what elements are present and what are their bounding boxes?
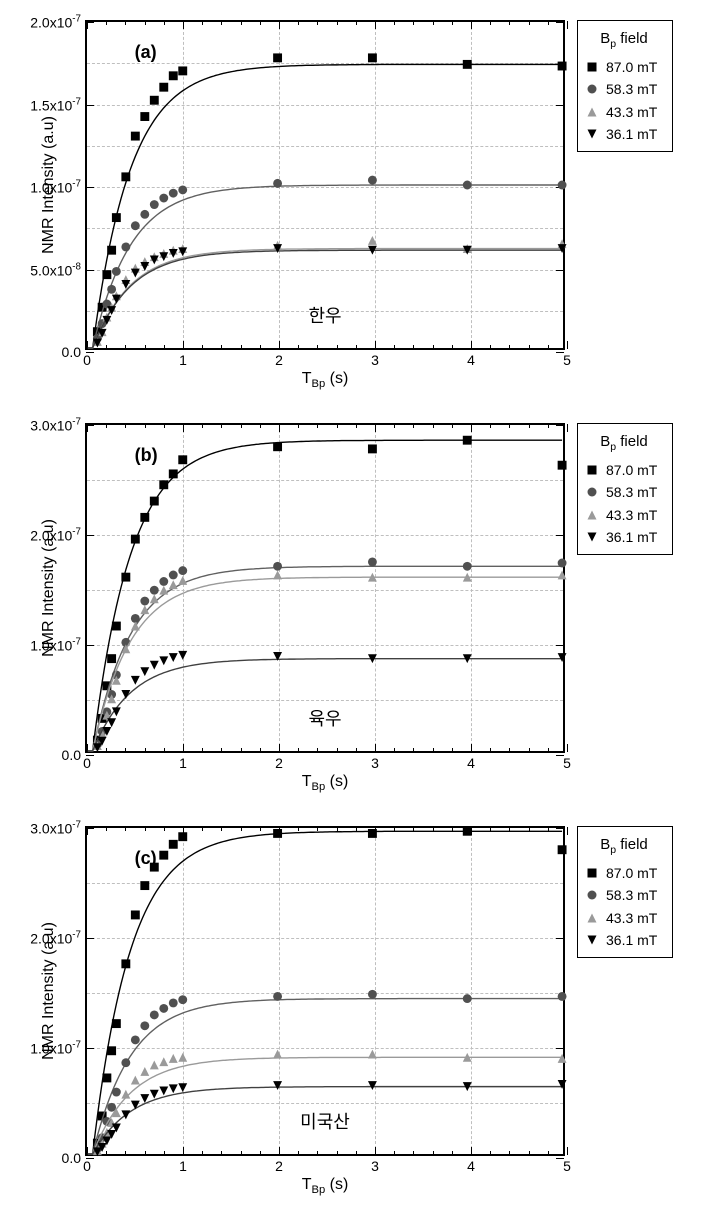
xtick-label: 0	[83, 1158, 91, 1174]
legend-label: 36.1 mT	[606, 929, 657, 951]
y-axis-label: NMR Intensity (a.u)	[40, 922, 58, 1060]
legend-marker-triangle-down	[586, 128, 598, 140]
ytick-label: 1.5x10-7	[30, 96, 81, 113]
legend-marker-triangle-down	[586, 531, 598, 543]
chart-plot-area: 0.01.0x10-72.0x10-73.0x10-7012345 (b) 육우…	[85, 423, 565, 753]
legend-item: 43.3 mT	[586, 504, 662, 526]
ytick-label: 3.0x10-7	[30, 820, 81, 837]
legend-title: Bp field	[586, 27, 662, 53]
legend-item: 36.1 mT	[586, 929, 662, 951]
legend-label: 43.3 mT	[606, 504, 657, 526]
x-axis-label: TBp (s)	[302, 773, 349, 793]
legend-box: Bp field 87.0 mT 58.3 mT 43.3 mT 36.1 mT	[577, 826, 673, 958]
panel-caption: 미국산	[300, 1108, 350, 1134]
ytick-label: 0.0	[62, 1150, 81, 1166]
legend-item: 43.3 mT	[586, 907, 662, 929]
legend-item: 36.1 mT	[586, 123, 662, 145]
legend-item: 87.0 mT	[586, 459, 662, 481]
legend-title: Bp field	[586, 430, 662, 456]
legend-marker-triangle-up	[586, 509, 598, 521]
chart-svg	[87, 425, 563, 751]
ytick-label: 0.0	[62, 747, 81, 763]
legend-marker-square	[586, 464, 598, 476]
xtick-label: 0	[83, 352, 91, 368]
legend-label: 87.0 mT	[606, 459, 657, 481]
xtick-label: 2	[275, 1158, 283, 1174]
figure-root: 0.05.0x10-81.0x10-71.5x10-72.0x10-701234…	[10, 20, 697, 1201]
xtick-label: 5	[563, 352, 571, 368]
legend-marker-triangle-down	[586, 934, 598, 946]
legend-item: 58.3 mT	[586, 481, 662, 503]
panel-label: (a)	[135, 42, 157, 63]
chart-svg	[87, 828, 563, 1154]
x-axis-label: TBp (s)	[302, 1176, 349, 1196]
ytick-label: 2.0x10-7	[30, 14, 81, 31]
legend-box: Bp field 87.0 mT 58.3 mT 43.3 mT 36.1 mT	[577, 20, 673, 152]
legend-label: 87.0 mT	[606, 862, 657, 884]
legend-label: 58.3 mT	[606, 78, 657, 100]
legend-title: Bp field	[586, 833, 662, 859]
y-axis-label: NMR Intensity (a.u)	[40, 116, 58, 254]
panel-label: (b)	[135, 445, 158, 466]
legend-label: 36.1 mT	[606, 526, 657, 548]
legend-marker-square	[586, 867, 598, 879]
xtick-label: 4	[467, 1158, 475, 1174]
legend-item: 87.0 mT	[586, 56, 662, 78]
xtick-label: 3	[371, 1158, 379, 1174]
legend-label: 58.3 mT	[606, 481, 657, 503]
legend-marker-triangle-up	[586, 912, 598, 924]
xtick-label: 4	[467, 352, 475, 368]
panel-row-2: 0.01.0x10-72.0x10-73.0x10-7012345 (c) 미국…	[10, 826, 697, 1201]
xtick-label: 2	[275, 352, 283, 368]
panel-caption: 한우	[308, 302, 341, 328]
legend-marker-circle	[586, 889, 598, 901]
legend-label: 87.0 mT	[606, 56, 657, 78]
xtick-label: 3	[371, 352, 379, 368]
panel-label: (c)	[135, 848, 157, 869]
x-axis-label: TBp (s)	[302, 370, 349, 390]
legend-label: 36.1 mT	[606, 123, 657, 145]
legend-label: 58.3 mT	[606, 884, 657, 906]
legend-marker-triangle-up	[586, 106, 598, 118]
panel-caption: 육우	[308, 705, 341, 731]
chart-panel-0: 0.05.0x10-81.0x10-71.5x10-72.0x10-701234…	[85, 20, 565, 350]
xtick-label: 0	[83, 755, 91, 771]
legend-item: 43.3 mT	[586, 101, 662, 123]
legend-item: 58.3 mT	[586, 78, 662, 100]
chart-panel-1: 0.01.0x10-72.0x10-73.0x10-7012345 (b) 육우…	[85, 423, 565, 753]
chart-plot-area: 0.01.0x10-72.0x10-73.0x10-7012345 (c) 미국…	[85, 826, 565, 1156]
xtick-label: 2	[275, 755, 283, 771]
xtick-label: 1	[179, 755, 187, 771]
xtick-label: 1	[179, 352, 187, 368]
xtick-label: 3	[371, 755, 379, 771]
legend-label: 43.3 mT	[606, 101, 657, 123]
legend-marker-square	[586, 61, 598, 73]
legend-label: 43.3 mT	[606, 907, 657, 929]
xtick-label: 5	[563, 755, 571, 771]
legend-box: Bp field 87.0 mT 58.3 mT 43.3 mT 36.1 mT	[577, 423, 673, 555]
panel-row-1: 0.01.0x10-72.0x10-73.0x10-7012345 (b) 육우…	[10, 423, 697, 798]
xtick-label: 5	[563, 1158, 571, 1174]
ytick-label: 3.0x10-7	[30, 417, 81, 434]
xtick-label: 4	[467, 755, 475, 771]
chart-plot-area: 0.05.0x10-81.0x10-71.5x10-72.0x10-701234…	[85, 20, 565, 350]
legend-item: 58.3 mT	[586, 884, 662, 906]
ytick-label: 5.0x10-8	[30, 261, 81, 278]
y-axis-label: NMR Intensity (a.u)	[40, 519, 58, 657]
panel-row-0: 0.05.0x10-81.0x10-71.5x10-72.0x10-701234…	[10, 20, 697, 395]
legend-item: 36.1 mT	[586, 526, 662, 548]
legend-item: 87.0 mT	[586, 862, 662, 884]
chart-panel-2: 0.01.0x10-72.0x10-73.0x10-7012345 (c) 미국…	[85, 826, 565, 1156]
chart-svg	[87, 22, 563, 348]
legend-marker-circle	[586, 486, 598, 498]
xtick-label: 1	[179, 1158, 187, 1174]
legend-marker-circle	[586, 83, 598, 95]
ytick-label: 0.0	[62, 344, 81, 360]
